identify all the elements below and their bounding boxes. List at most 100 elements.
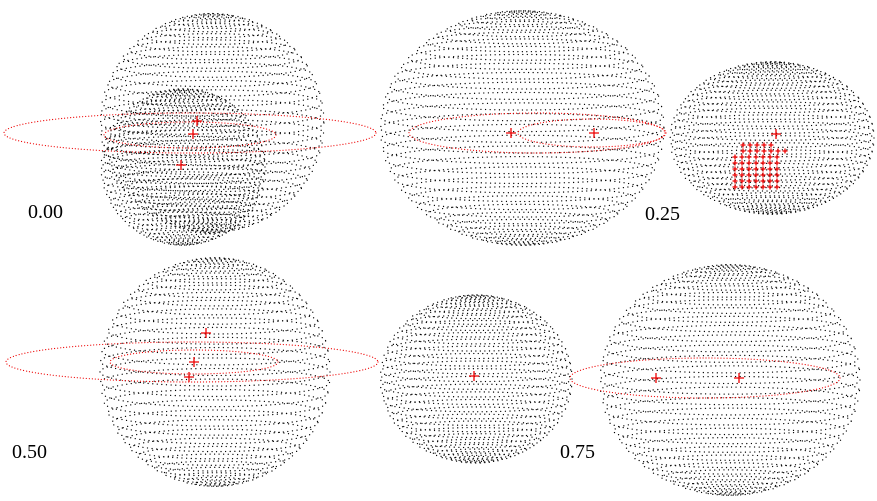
- sphere-ring: [669, 135, 875, 155]
- sphere-ring: [121, 106, 245, 123]
- sphere-ring: [702, 186, 842, 201]
- sphere-ring: [143, 200, 281, 219]
- sphere-ring: [633, 291, 827, 315]
- sphere-ring: [381, 91, 663, 122]
- phase-label: 0.25: [645, 203, 680, 225]
- sphere-ring: [103, 79, 321, 107]
- cross: [651, 373, 661, 383]
- cross: [774, 166, 780, 172]
- cross: [767, 166, 773, 172]
- sphere-ring: [128, 185, 296, 207]
- sphere-ring: [466, 294, 486, 298]
- cross: [753, 154, 759, 160]
- sphere-ring: [139, 227, 227, 239]
- cross: [189, 357, 199, 367]
- sphere-ring: [408, 186, 636, 211]
- sphere-ring: [132, 98, 234, 112]
- sphere-ring: [684, 169, 860, 187]
- sphere-ring: [404, 426, 548, 444]
- sphere-ring: [508, 10, 536, 15]
- sphere-ring: [702, 75, 842, 90]
- sphere-ring: [112, 199, 254, 217]
- cross: [760, 166, 766, 172]
- cross: [747, 142, 753, 148]
- sphere-ring: [129, 437, 301, 460]
- sphere-ring: [101, 171, 265, 192]
- sphere-ring: [734, 63, 810, 72]
- cross: [506, 128, 516, 138]
- sphere-ring: [682, 267, 778, 280]
- sphere-ring: [417, 305, 535, 320]
- sphere-ring: [100, 163, 266, 185]
- sphere-ring: [689, 84, 855, 101]
- sphere-ring: [190, 226, 234, 233]
- sphere-ring: [153, 267, 277, 284]
- sphere-ring: [425, 31, 619, 53]
- sphere-ring: [122, 291, 308, 316]
- cross: [753, 172, 759, 178]
- sphere-ring: [379, 375, 573, 398]
- sphere-ring: [695, 181, 849, 197]
- sphere-ring: [633, 445, 827, 469]
- sphere-ring: [116, 205, 250, 223]
- sphere-ring: [425, 203, 619, 225]
- sphere-ring: [625, 299, 835, 323]
- sphere-ring: [394, 62, 650, 90]
- cross: [732, 154, 738, 160]
- sphere-ring: [163, 466, 267, 481]
- sphere-ring: [116, 419, 314, 445]
- cross: [767, 184, 773, 190]
- sphere-ring: [470, 13, 574, 26]
- sphere-ring: [734, 204, 810, 213]
- cross: [768, 148, 774, 154]
- sphere-ring: [400, 53, 644, 80]
- sphere-ring: [612, 315, 848, 343]
- sphere-ring: [127, 217, 239, 232]
- sphere-ring: [693, 485, 767, 495]
- cross: [767, 154, 773, 160]
- cross: [746, 160, 752, 166]
- sphere-ring: [393, 413, 559, 433]
- sphere-ring: [379, 112, 665, 144]
- sphere-ring: [106, 149, 318, 176]
- cross: [739, 178, 745, 184]
- sphere-ring: [203, 257, 227, 261]
- sphere-ring: [103, 178, 263, 199]
- cross: [775, 148, 781, 154]
- cross: [746, 172, 752, 178]
- sphere-ring: [107, 399, 323, 427]
- sphere-ring: [424, 443, 528, 457]
- sphere-ring: [673, 107, 871, 127]
- sphere-ring: [717, 264, 743, 268]
- cross: [774, 160, 780, 166]
- sphere-ring: [99, 98, 325, 128]
- sphere-ring: [394, 166, 650, 194]
- sphere-ring: [417, 438, 535, 453]
- sphere-ring: [599, 375, 861, 406]
- cross: [734, 373, 744, 383]
- sphere-ring: [174, 88, 192, 92]
- cross: [753, 160, 759, 166]
- sphere-ring: [108, 192, 258, 211]
- phase-label: 0.50: [12, 441, 47, 463]
- sphere-ring: [106, 70, 318, 97]
- sphere-ring: [167, 240, 199, 246]
- sphere-ring: [172, 260, 258, 272]
- sphere-ring: [193, 480, 237, 487]
- sphere-ring: [618, 427, 842, 453]
- sphere-ring: [618, 307, 842, 333]
- sphere-ring: [201, 229, 223, 234]
- sphere-ring: [705, 489, 755, 496]
- sphere-ring: [161, 19, 263, 33]
- cross: [753, 166, 759, 172]
- cross: [754, 142, 760, 148]
- cross: [746, 154, 752, 160]
- sphere-ring: [180, 223, 244, 232]
- sphere-ring: [99, 108, 325, 138]
- sphere-ring: [404, 314, 548, 332]
- sphere-ring: [153, 460, 277, 477]
- sphere-ring: [725, 200, 819, 211]
- sphere-ring: [101, 142, 265, 163]
- sphere-ring: [695, 79, 849, 95]
